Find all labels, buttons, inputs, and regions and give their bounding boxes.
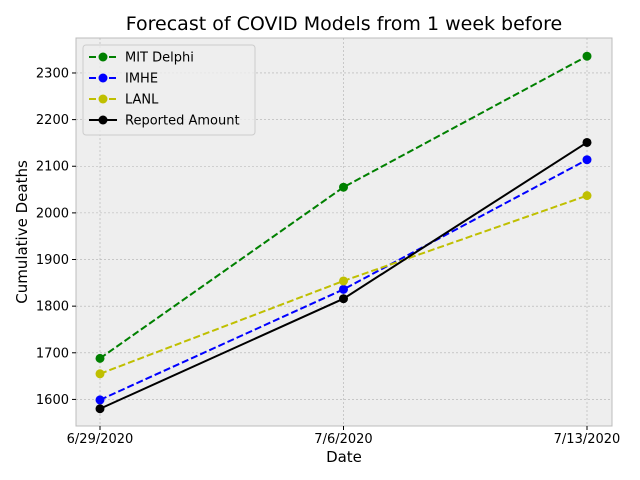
legend: MIT Delphi IMHE LANL Reported Amount xyxy=(82,44,256,136)
y-tick-label: 1800 xyxy=(36,300,69,315)
data-point-imhe xyxy=(339,284,348,294)
legend-label: IMHE xyxy=(125,72,158,87)
legend-label: MIT Delphi xyxy=(125,51,194,66)
y-tick-label: 2000 xyxy=(36,206,69,221)
y-tick-label: 2200 xyxy=(36,113,69,128)
legend-label: Reported Amount xyxy=(125,114,240,129)
y-tick-label: 2300 xyxy=(36,66,69,81)
data-point-mit-delphi xyxy=(95,353,105,363)
data-point-mit-delphi xyxy=(582,51,592,61)
x-tick-label: 7/6/2020 xyxy=(314,432,372,447)
y-tick-label: 2100 xyxy=(36,160,69,175)
data-point-lanl xyxy=(582,191,592,201)
x-tick-label: 7/13/2020 xyxy=(554,432,621,447)
data-point-reported-amount xyxy=(339,294,348,304)
y-tick-label: 1700 xyxy=(36,346,69,361)
series-line-mit-delphi xyxy=(99,55,588,360)
legend-box xyxy=(82,44,256,136)
y-tick-label: 1900 xyxy=(36,253,69,268)
x-tick-label: 6/29/2020 xyxy=(67,432,134,447)
y-axis-label: Cumulative Deaths xyxy=(13,160,31,304)
data-point-reported-amount xyxy=(582,137,592,147)
legend-label: LANL xyxy=(125,93,159,108)
legend-marker xyxy=(98,94,108,104)
legend-marker xyxy=(98,73,108,83)
data-point-imhe xyxy=(582,155,592,165)
series-line-imhe xyxy=(99,158,588,401)
legend-marker xyxy=(98,52,108,62)
data-point-lanl xyxy=(339,276,348,286)
x-axis-label: Date xyxy=(326,448,362,466)
series-layer xyxy=(95,51,592,414)
y-tick-label: 1600 xyxy=(36,393,69,408)
data-point-lanl xyxy=(95,369,105,379)
legend-marker xyxy=(98,115,108,125)
chart-title: Forecast of COVID Models from 1 week bef… xyxy=(126,13,562,35)
data-point-mit-delphi xyxy=(339,182,348,192)
data-point-reported-amount xyxy=(95,404,105,414)
data-point-imhe xyxy=(95,395,105,405)
axes: 1600 1700 1800 1900 2000 2100 2200 2300 6/29/202… xyxy=(36,66,620,447)
